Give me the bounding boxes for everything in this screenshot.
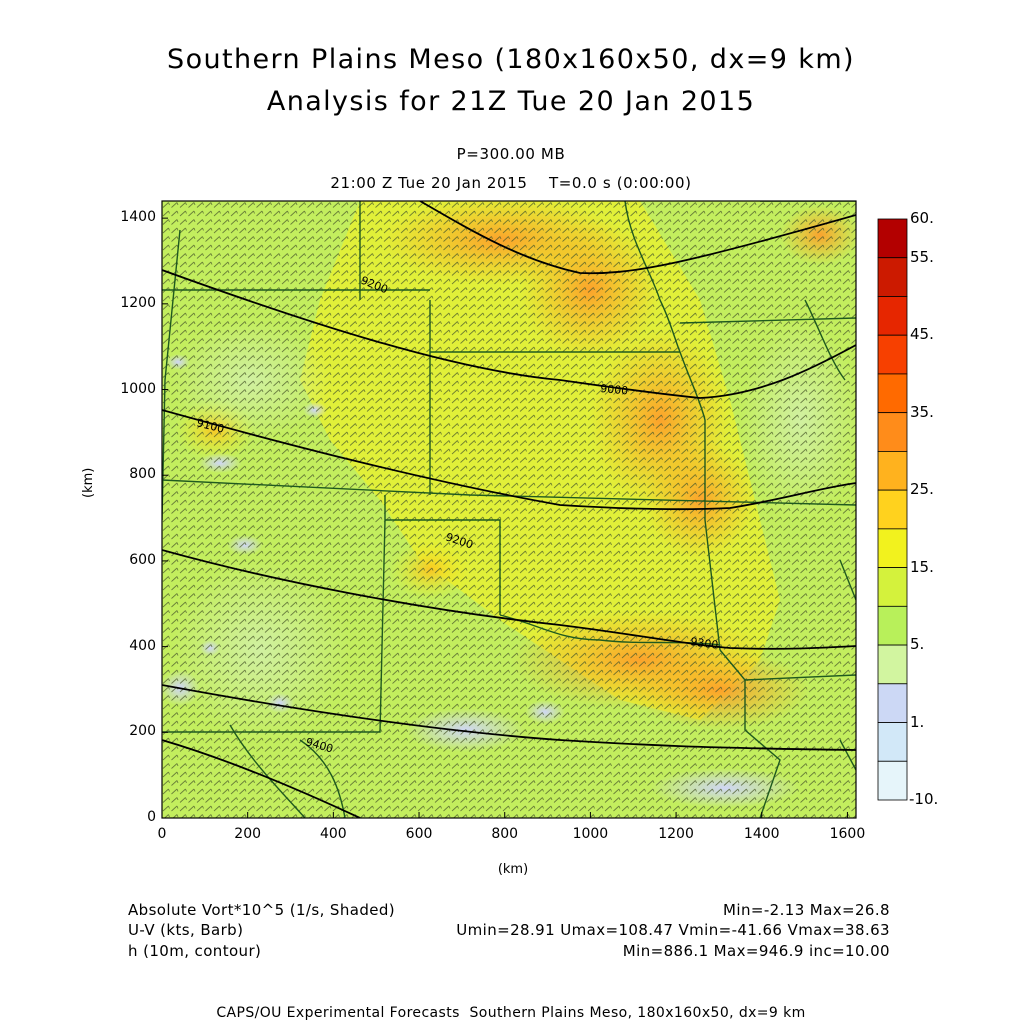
field2-name: U-V (kts, Barb) <box>128 921 244 939</box>
y-tick-label: 0 <box>147 809 156 825</box>
colorbar-label: 55. <box>910 247 934 266</box>
y-tick-label: 200 <box>129 723 156 740</box>
vorticity-shading <box>162 201 856 818</box>
colorbar-swatch <box>877 489 908 530</box>
pressure-level: P=300.00 MB <box>456 145 566 163</box>
y-tick-label: 800 <box>129 466 156 483</box>
x-tick-label: 1200 <box>658 826 694 842</box>
colorbar-swatch <box>877 373 908 414</box>
field3-name: h (10m, contour) <box>128 942 262 960</box>
colorbar-swatch <box>877 296 908 336</box>
plot-frame <box>161 200 857 819</box>
colorbar-swatch <box>877 760 908 801</box>
colorbar-label: 15. <box>910 557 934 576</box>
colorbar-swatch <box>877 722 908 762</box>
x-tick-label: 600 <box>405 826 433 842</box>
x-axis-label: (km) <box>497 862 529 877</box>
height-contours <box>162 201 856 818</box>
x-tick-label: 0 <box>157 826 167 842</box>
contour-label: 9300 <box>690 635 720 652</box>
y-tick-label: 1200 <box>120 294 156 311</box>
y-axis-label: (km) <box>81 467 96 498</box>
colorbar-swatch <box>877 683 908 723</box>
colorbar-swatch <box>877 218 908 259</box>
colorbar-label: 60. <box>910 209 934 227</box>
x-tick-label: 1600 <box>829 826 866 842</box>
x-tick-label: 200 <box>234 826 262 842</box>
colorbar-swatch <box>877 567 908 607</box>
colorbar-label: 35. <box>910 402 934 421</box>
y-tick-label: 1000 <box>120 380 156 397</box>
colorbar-label: 1. <box>910 712 925 731</box>
colorbar-swatch <box>877 644 908 685</box>
y-tick-label: 1400 <box>120 209 156 226</box>
state-borders <box>162 201 856 818</box>
colorbar-swatch <box>877 334 908 375</box>
colorbar-swatch <box>877 257 908 297</box>
colorbar-label: -10. <box>909 790 939 808</box>
colorbar-label: 5. <box>910 635 925 654</box>
axis-ticks <box>161 217 848 819</box>
field2-stats: Umin=28.91 Umax=108.47 Vmin=-41.66 Vmax=… <box>456 921 890 939</box>
valid-time: 21:00 Z Tue 20 Jan 2015 T=0.0 s (0:00:00… <box>330 174 692 192</box>
field1-name: Absolute Vort*10^5 (1/s, Shaded) <box>128 901 396 919</box>
colorbar-label: 25. <box>910 480 934 499</box>
map-title-line2: Analysis for 21Z Tue 20 Jan 2015 <box>266 86 756 117</box>
x-tick-label: 1400 <box>743 826 780 842</box>
field1-stats: Min=-2.13 Max=26.8 <box>723 901 890 919</box>
y-tick-label: 600 <box>129 551 156 568</box>
colorbar-swatch <box>877 412 908 452</box>
x-tick-label: 1000 <box>572 826 609 842</box>
map-title-line1: Southern Plains Meso (180x160x50, dx=9 k… <box>167 44 855 75</box>
colorbar-label: 45. <box>910 325 934 344</box>
x-tick-label: 800 <box>491 826 519 842</box>
colorbar <box>877 218 908 801</box>
x-tick-label: 400 <box>319 826 347 842</box>
field3-stats: Min=886.1 Max=946.9 inc=10.00 <box>622 942 890 960</box>
colorbar-swatch <box>877 528 908 568</box>
colorbar-swatch <box>877 450 908 491</box>
contour-label: 9000 <box>600 382 629 397</box>
footer-credit: CAPS/OU Experimental Forecasts Southern … <box>216 1005 806 1021</box>
y-tick-label: 400 <box>129 637 156 654</box>
colorbar-swatch <box>877 605 908 646</box>
